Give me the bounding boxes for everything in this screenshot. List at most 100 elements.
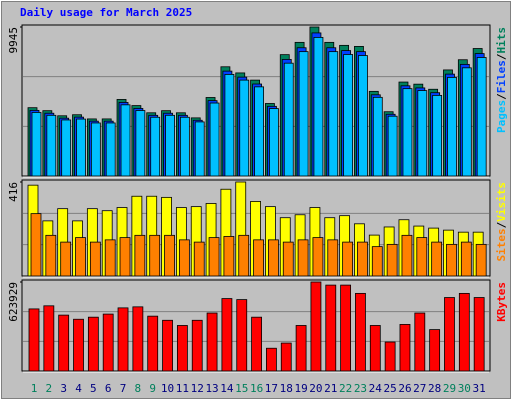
x-tick-label: 17 — [265, 382, 278, 395]
bar — [355, 292, 366, 372]
bar — [369, 325, 381, 372]
bar — [46, 114, 57, 177]
x-tick-label: 19 — [294, 382, 307, 395]
bar — [45, 234, 57, 277]
bar — [251, 316, 262, 372]
bar — [386, 243, 398, 277]
bar — [31, 112, 42, 177]
bar — [191, 319, 203, 372]
bar — [387, 115, 398, 177]
bar — [327, 239, 339, 277]
x-tick-label: 14 — [220, 382, 234, 395]
bar — [328, 51, 339, 177]
x-tick-label: 2 — [46, 382, 53, 395]
bar — [87, 316, 99, 372]
bar — [340, 284, 352, 372]
x-tick-label: 7 — [120, 382, 127, 395]
bar — [60, 241, 72, 277]
bar — [134, 234, 146, 277]
legend: Sites/Visits — [495, 182, 508, 262]
bar — [416, 237, 428, 277]
bar — [282, 241, 294, 277]
x-tick-label: 15 — [235, 382, 248, 395]
bar — [313, 37, 324, 177]
x-tick-label: 9 — [149, 382, 156, 395]
bar — [414, 312, 426, 372]
x-tick-label: 10 — [161, 382, 174, 395]
bar — [104, 239, 116, 277]
legend-separator: / — [495, 53, 508, 60]
bar — [269, 108, 279, 177]
bar — [179, 116, 190, 177]
x-tick-label: 23 — [354, 382, 367, 395]
bar — [268, 239, 279, 277]
bar — [102, 313, 114, 372]
bar — [343, 54, 354, 177]
bar — [475, 243, 487, 277]
legend: KBytes — [495, 282, 508, 322]
bar — [120, 104, 131, 177]
bar — [223, 236, 235, 277]
bar — [165, 114, 175, 177]
bar — [460, 241, 472, 277]
bar — [236, 299, 248, 372]
x-tick-label: 26 — [398, 382, 411, 395]
bar — [431, 241, 443, 277]
x-tick-label: 22 — [339, 382, 352, 395]
x-tick-label: 29 — [443, 382, 456, 395]
bar — [432, 94, 443, 177]
bar — [117, 307, 129, 372]
bar — [221, 298, 233, 372]
x-tick-label: 11 — [176, 382, 189, 395]
legend-separator: / — [495, 93, 508, 100]
chart-title: Daily usage for March 2025 — [20, 6, 192, 19]
bar — [164, 234, 175, 277]
bar — [447, 77, 457, 177]
bar — [90, 122, 101, 177]
x-tick-label: 6 — [105, 382, 112, 395]
bar — [239, 79, 250, 177]
bar — [458, 292, 470, 372]
bar — [162, 319, 173, 372]
bar — [75, 237, 86, 277]
bar — [30, 213, 42, 277]
x-tick-label: 18 — [280, 382, 293, 395]
bar — [89, 241, 101, 277]
bar — [238, 234, 250, 277]
bar — [446, 243, 457, 277]
x-tick-label: 12 — [191, 382, 204, 395]
bar — [208, 237, 220, 277]
x-tick-label: 5 — [90, 382, 97, 395]
bar — [402, 88, 413, 177]
bar — [58, 314, 70, 372]
bar — [178, 239, 190, 277]
bar — [283, 62, 294, 177]
bar — [76, 118, 86, 177]
bar — [399, 324, 411, 372]
x-tick-label: 3 — [60, 382, 67, 395]
x-tick-label: 13 — [205, 382, 218, 395]
x-tick-label: 31 — [473, 382, 486, 395]
bar — [417, 90, 428, 177]
bar — [266, 347, 277, 372]
bar — [150, 116, 161, 177]
legend-entry: Hits — [495, 27, 508, 54]
bar — [384, 341, 396, 372]
x-tick-label: 1 — [31, 382, 38, 395]
y-tick-label: 9945 — [7, 27, 20, 54]
bar — [224, 74, 235, 177]
x-tick-label: 4 — [75, 382, 82, 395]
bar — [209, 102, 220, 177]
bar — [371, 246, 383, 277]
bar — [358, 55, 368, 177]
x-tick-label: 8 — [135, 382, 142, 395]
bar — [194, 121, 205, 177]
bar — [444, 297, 455, 372]
bar — [297, 239, 309, 277]
x-tick-label: 30 — [458, 382, 471, 395]
bar — [312, 237, 324, 277]
bar — [206, 312, 218, 372]
x-tick-label: 28 — [428, 382, 441, 395]
